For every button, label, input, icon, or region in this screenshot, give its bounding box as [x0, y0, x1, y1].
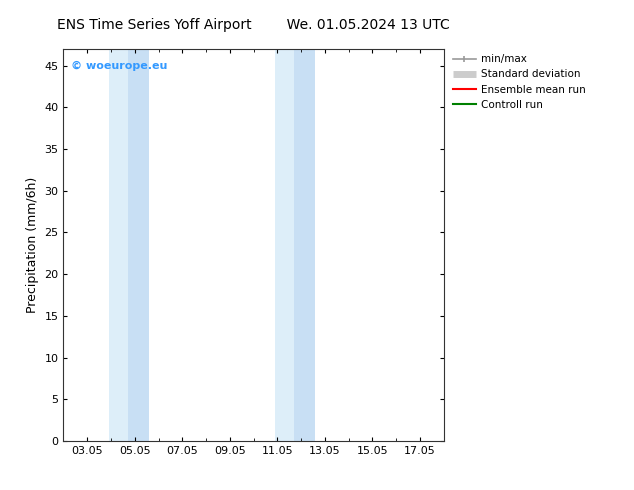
Legend: min/max, Standard deviation, Ensemble mean run, Controll run: min/max, Standard deviation, Ensemble me… [453, 54, 586, 110]
Y-axis label: Precipitation (mm/6h): Precipitation (mm/6h) [26, 177, 39, 313]
Bar [294, 49, 315, 441]
Text: ENS Time Series Yoff Airport        We. 01.05.2024 13 UTC: ENS Time Series Yoff Airport We. 01.05.2… [57, 18, 450, 32]
Bar [275, 49, 294, 441]
Bar [108, 49, 127, 441]
Text: © woeurope.eu: © woeurope.eu [71, 61, 167, 71]
Bar [127, 49, 149, 441]
